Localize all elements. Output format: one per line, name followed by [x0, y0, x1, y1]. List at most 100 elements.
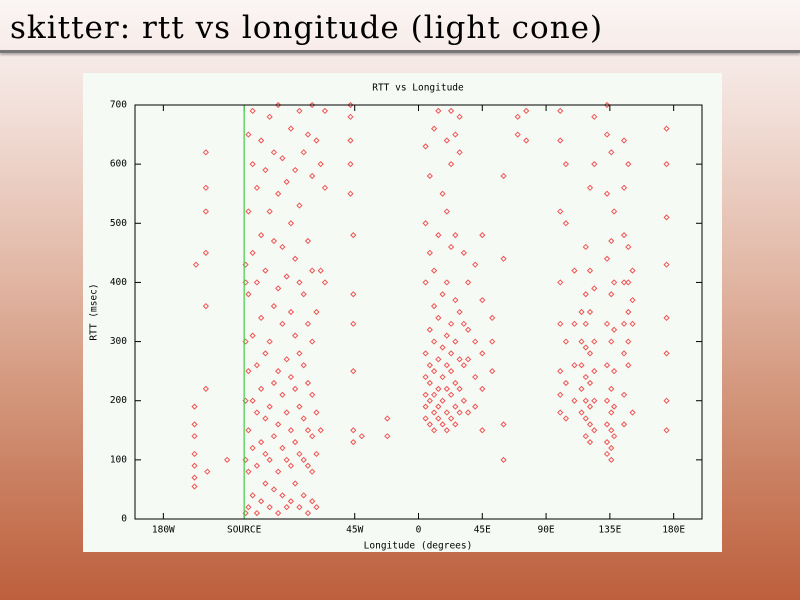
point: [258, 137, 265, 144]
point: [663, 161, 670, 168]
point: [663, 125, 670, 132]
point: [296, 107, 303, 115]
point: [350, 439, 357, 446]
point: [191, 483, 198, 490]
point: [562, 161, 570, 168]
point: [479, 427, 486, 434]
point: [603, 190, 611, 197]
y-tick-label: 0: [121, 514, 127, 525]
point: [262, 480, 269, 487]
point: [586, 379, 594, 387]
point: [608, 444, 615, 452]
point: [447, 107, 455, 115]
point: [279, 243, 286, 251]
point: [620, 421, 628, 428]
point: [422, 415, 429, 422]
point: [452, 338, 459, 345]
point: [270, 379, 278, 387]
point: [608, 291, 615, 298]
point: [603, 421, 611, 428]
point: [586, 308, 594, 316]
point: [439, 373, 446, 381]
title-rule: [0, 50, 800, 53]
y-axis-label: RTT (msec): [89, 283, 100, 340]
point: [452, 421, 459, 428]
point: [557, 279, 564, 286]
point: [439, 421, 446, 428]
point: [292, 332, 299, 339]
point: [283, 178, 290, 185]
point: [266, 338, 273, 345]
point: [447, 320, 455, 327]
point: [456, 409, 463, 416]
point: [443, 409, 450, 416]
point: [304, 427, 312, 434]
point: [191, 433, 198, 440]
point: [245, 427, 252, 434]
point: [292, 166, 299, 174]
point: [270, 149, 278, 156]
point: [347, 161, 354, 168]
point: [586, 267, 594, 274]
point: [245, 131, 252, 138]
point: [465, 356, 472, 363]
point: [603, 397, 611, 404]
point: [249, 249, 256, 256]
point: [620, 279, 628, 286]
point: [625, 338, 632, 345]
point: [317, 267, 324, 274]
point: [275, 101, 282, 109]
point: [313, 409, 320, 416]
point: [321, 184, 329, 191]
point: [191, 462, 198, 469]
point: [500, 172, 507, 180]
point: [347, 137, 354, 144]
point: [245, 291, 252, 298]
point: [620, 232, 628, 239]
point: [300, 456, 307, 463]
point: [447, 350, 455, 357]
point: [562, 379, 570, 387]
point: [479, 297, 486, 304]
x-tick-label: SOURCE: [227, 525, 262, 536]
point: [465, 409, 472, 416]
point: [253, 409, 261, 416]
point: [591, 113, 598, 120]
point: [500, 456, 507, 463]
point: [663, 214, 670, 221]
point: [611, 433, 618, 440]
point: [283, 273, 290, 280]
point: [430, 302, 438, 310]
point: [422, 373, 429, 381]
point: [275, 509, 282, 517]
point: [578, 409, 585, 416]
point: [270, 237, 278, 245]
x-tick-label: 45E: [474, 525, 491, 536]
point: [663, 397, 670, 404]
point: [287, 220, 295, 227]
point: [439, 190, 446, 197]
point: [443, 385, 450, 392]
point: [514, 113, 521, 120]
point: [304, 509, 312, 517]
point: [562, 338, 570, 345]
point: [422, 350, 429, 357]
point: [258, 385, 265, 392]
point: [245, 504, 252, 511]
point: [447, 415, 455, 422]
point: [629, 267, 636, 274]
point: [586, 184, 594, 191]
point: [591, 338, 598, 345]
point: [287, 427, 295, 434]
point: [253, 362, 261, 369]
point: [283, 356, 290, 363]
point: [347, 190, 354, 197]
point: [191, 421, 198, 428]
plot-frame: [134, 104, 703, 520]
point: [611, 326, 618, 333]
point: [443, 279, 450, 286]
point: [309, 498, 316, 505]
point: [582, 373, 589, 381]
point: [435, 314, 442, 322]
point: [435, 415, 442, 422]
